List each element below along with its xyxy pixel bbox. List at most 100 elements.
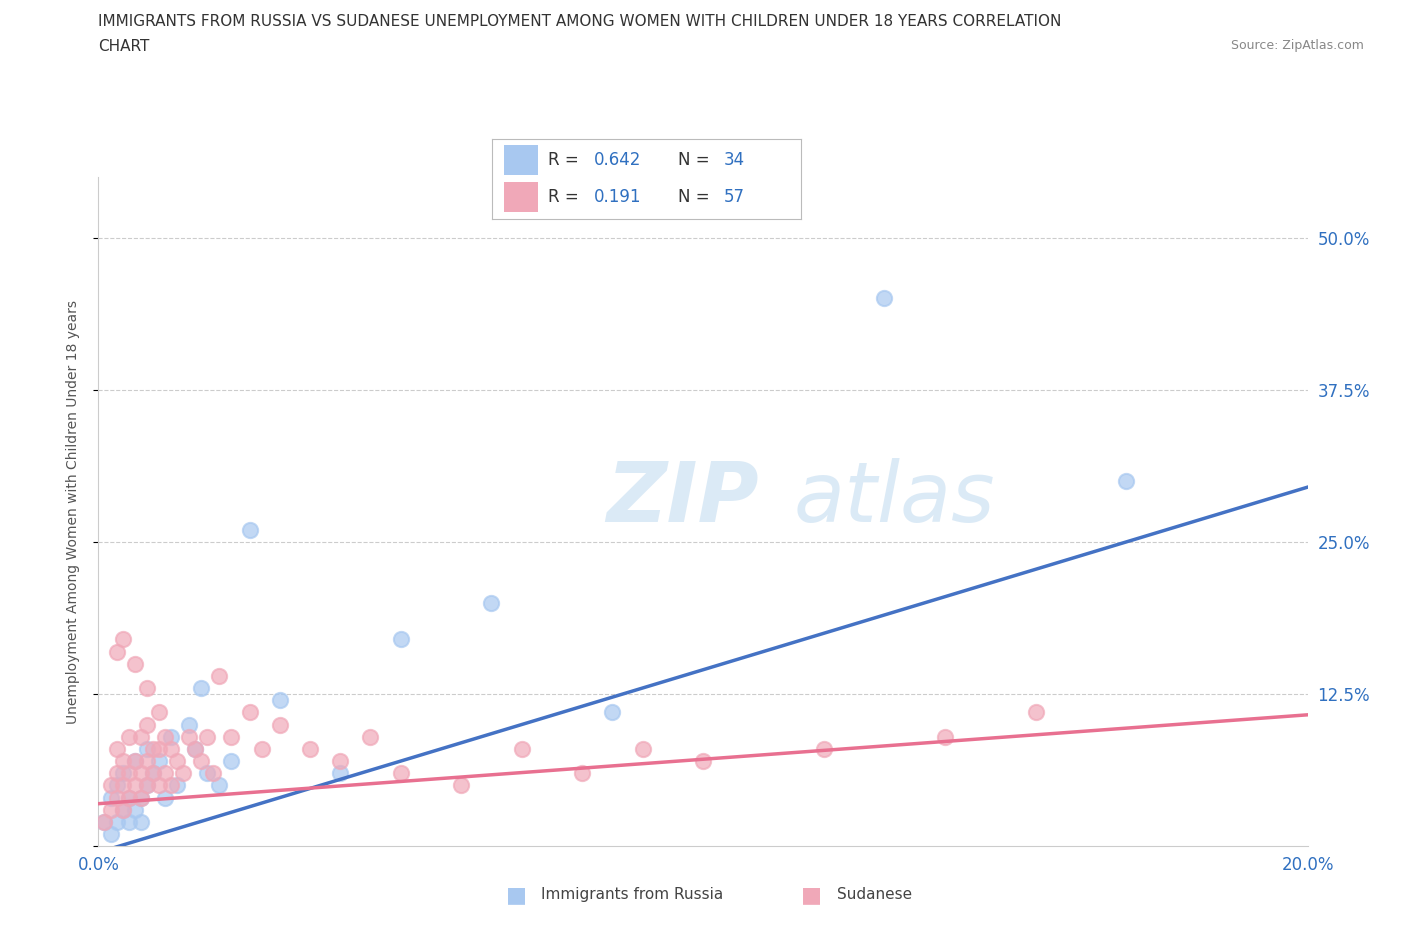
Point (129, 729, 152, 744)
Point (1115, 473, 1137, 488)
Text: CHART: CHART (98, 39, 150, 54)
Point (111, 753, 134, 768)
Text: 34: 34 (724, 151, 745, 169)
Point (481, 595, 503, 610)
Point (934, 729, 956, 744)
Point (142, 765, 165, 780)
Point (135, 681, 157, 696)
Text: IMMIGRANTS FROM RUSSIA VS SUDANESE UNEMPLOYMENT AMONG WOMEN WITH CHILDREN UNDER : IMMIGRANTS FROM RUSSIA VS SUDANESE UNEMP… (98, 14, 1062, 29)
Point (111, 778, 134, 793)
Point (208, 778, 231, 793)
Point (179, 717, 201, 732)
Bar (505, 145, 538, 175)
Point (148, 741, 170, 756)
Point (111, 803, 134, 817)
Point (105, 644, 128, 659)
Point (135, 778, 157, 793)
Point (148, 705, 170, 720)
Point (135, 741, 157, 756)
Point (129, 765, 152, 780)
Point (450, 778, 472, 793)
Point (239, 523, 262, 538)
Point (631, 741, 654, 756)
Point (160, 729, 183, 744)
Point (160, 778, 183, 793)
Point (190, 681, 212, 696)
Point (329, 765, 352, 780)
Point (160, 741, 183, 756)
Point (124, 778, 146, 793)
Point (93, 815, 115, 830)
Text: R =: R = (548, 151, 583, 169)
Point (111, 631, 134, 646)
Point (269, 717, 291, 732)
Bar (505, 182, 538, 212)
Text: R =: R = (548, 188, 589, 206)
Point (166, 753, 188, 768)
Point (124, 803, 146, 817)
Point (100, 803, 122, 817)
Point (221, 729, 243, 744)
Text: N =: N = (678, 188, 714, 206)
Point (124, 753, 146, 768)
Point (239, 705, 262, 720)
Point (195, 765, 218, 780)
Text: atlas: atlas (793, 458, 995, 538)
Point (129, 790, 152, 805)
Point (118, 765, 141, 780)
Point (93, 815, 115, 830)
Point (105, 815, 128, 830)
Text: ■: ■ (506, 884, 527, 905)
Point (135, 753, 157, 768)
Point (250, 741, 273, 756)
Point (166, 778, 188, 793)
Text: N =: N = (678, 151, 714, 169)
Point (105, 778, 128, 793)
Point (111, 803, 134, 817)
Point (118, 790, 141, 805)
Point (118, 790, 141, 805)
Point (195, 729, 218, 744)
Point (129, 790, 152, 805)
Point (118, 729, 141, 744)
Point (148, 753, 170, 768)
Point (100, 778, 122, 793)
Point (105, 790, 128, 805)
Point (269, 693, 291, 708)
Text: Sudanese: Sudanese (837, 887, 911, 902)
Point (124, 753, 146, 768)
Text: ZIP: ZIP (606, 458, 759, 538)
Point (111, 765, 134, 780)
Point (142, 765, 165, 780)
Point (153, 765, 176, 780)
Point (184, 741, 207, 756)
Point (172, 765, 194, 780)
Text: ■: ■ (801, 884, 823, 905)
Point (221, 753, 243, 768)
Point (135, 717, 157, 732)
Text: 0.191: 0.191 (595, 188, 641, 206)
Point (873, 291, 896, 306)
Point (135, 778, 157, 793)
Point (299, 741, 322, 756)
Point (389, 765, 412, 780)
Point (124, 657, 146, 671)
Point (184, 741, 207, 756)
Point (692, 753, 714, 768)
Point (190, 753, 212, 768)
Point (813, 741, 835, 756)
Point (1024, 705, 1046, 720)
Y-axis label: Unemployment Among Women with Children Under 18 years: Unemployment Among Women with Children U… (66, 299, 80, 724)
Point (510, 741, 533, 756)
Point (360, 729, 382, 744)
Point (118, 815, 141, 830)
Point (329, 753, 352, 768)
Point (148, 778, 170, 793)
Text: Source: ZipAtlas.com: Source: ZipAtlas.com (1230, 39, 1364, 52)
Point (129, 815, 152, 830)
Point (153, 729, 176, 744)
Text: 57: 57 (724, 188, 745, 206)
Point (602, 705, 624, 720)
Text: Immigrants from Russia: Immigrants from Russia (541, 887, 724, 902)
Point (100, 790, 122, 805)
